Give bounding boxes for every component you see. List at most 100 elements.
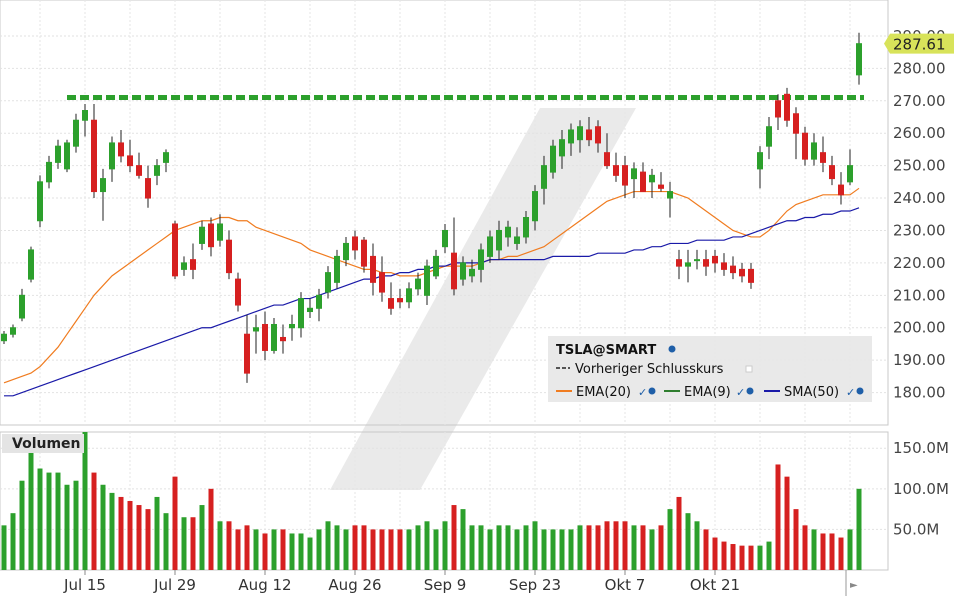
volume-bar [640, 525, 646, 570]
candle-body [829, 165, 835, 180]
candle-body [397, 298, 403, 303]
candle-body [55, 145, 61, 163]
volume-bar [532, 521, 538, 570]
candle-body [217, 223, 223, 241]
volume-bar [676, 496, 682, 570]
candle-body [82, 110, 88, 121]
x-tick-label: Aug 12 [238, 576, 291, 594]
volume-bar [235, 529, 241, 570]
volume-bar [793, 509, 799, 570]
volume-bar [136, 505, 142, 570]
volume-bar [28, 449, 34, 570]
legend-label-3: SMA(50) [784, 385, 839, 400]
candle-body [199, 226, 205, 244]
volume-bar [127, 501, 133, 570]
candle-body [451, 252, 457, 290]
candle-body [181, 262, 187, 270]
volume-bar [820, 533, 826, 570]
volume-bar [397, 529, 403, 570]
candle-body [838, 184, 844, 196]
price-tick-label: 240.00 [893, 189, 946, 207]
volume-bar [199, 505, 205, 570]
volume-bar [622, 521, 628, 570]
candle-body [163, 152, 169, 163]
candle-body [820, 152, 826, 163]
volume-bar [424, 521, 430, 570]
volume-bar [343, 529, 349, 570]
volume-bar [181, 517, 187, 570]
candle-body [694, 259, 700, 262]
candle-body [712, 255, 718, 264]
volume-bar [649, 529, 655, 570]
candle-body [532, 191, 538, 222]
x-tick-label: Jul 15 [63, 576, 106, 594]
candle-body [577, 126, 583, 141]
volume-bar [469, 525, 475, 570]
candle-body [856, 43, 862, 76]
ema20-line [3, 187, 860, 384]
volume-bar [109, 492, 115, 570]
volume-bar [370, 529, 376, 570]
candle-body [280, 336, 286, 342]
volume-bar [568, 529, 574, 570]
volume-title-box [2, 434, 84, 453]
volume-bar [586, 525, 592, 570]
price-tick-label: 200.00 [893, 319, 946, 337]
candle-body [676, 259, 682, 267]
candle-body [811, 142, 817, 160]
volume-bar [280, 529, 286, 570]
volume-bar [505, 525, 511, 570]
candle-body [271, 323, 277, 351]
candle-body [460, 262, 466, 280]
volume-bar [856, 488, 862, 570]
volume-tick-label: 100.0M [893, 480, 949, 498]
volume-bar [433, 529, 439, 570]
volume-bar [379, 529, 385, 570]
candle-body [109, 142, 115, 170]
candle-body [370, 255, 376, 283]
price-tick-label: 190.00 [893, 351, 946, 369]
candle-body [64, 142, 70, 170]
volume-bar [631, 525, 637, 570]
price-tick-label: 270.00 [893, 92, 946, 110]
candle-body [379, 272, 385, 293]
volume-bar [667, 509, 673, 570]
volume-bar [721, 541, 727, 570]
sma50-line [4, 207, 860, 397]
volume-bar [559, 529, 565, 570]
candle-body [613, 165, 619, 176]
volume-tick-label: 50.0M [893, 520, 939, 538]
candle-body [730, 265, 736, 274]
volume-bar [262, 533, 268, 570]
volume-bar [829, 533, 835, 570]
volume-bar [334, 525, 340, 570]
last-price-label: 287.61 [893, 36, 946, 54]
legend-settings-icon [668, 345, 676, 353]
volume-bar [460, 509, 466, 570]
volume-bar [325, 521, 331, 570]
candle-body [757, 152, 763, 170]
volume-bar [685, 513, 691, 570]
candle-body [154, 165, 160, 176]
volume-bar [64, 484, 70, 570]
legend-check-icon: ✓ [846, 386, 855, 399]
volume-bar [802, 525, 808, 570]
volume-bar [415, 525, 421, 570]
legend-checkbox-icon [745, 365, 753, 373]
volume-bar [208, 488, 214, 570]
legend-settings-icon [746, 387, 754, 395]
volume-bar [46, 472, 52, 570]
volume-bar [289, 533, 295, 570]
candle-body [433, 255, 439, 277]
candle-body [352, 236, 358, 251]
volume-bar [244, 525, 250, 570]
volume-bar [298, 533, 304, 570]
candle-body [586, 129, 592, 141]
candle-body [334, 255, 340, 283]
candle-body [685, 262, 691, 267]
candle-body [595, 126, 601, 144]
legend-settings-icon [856, 387, 864, 395]
legend-label-prev-close: Vorheriger Schlusskurs [575, 362, 724, 377]
x-tick-label: Jul 29 [153, 576, 196, 594]
price-tick-label: 260.00 [893, 124, 946, 142]
